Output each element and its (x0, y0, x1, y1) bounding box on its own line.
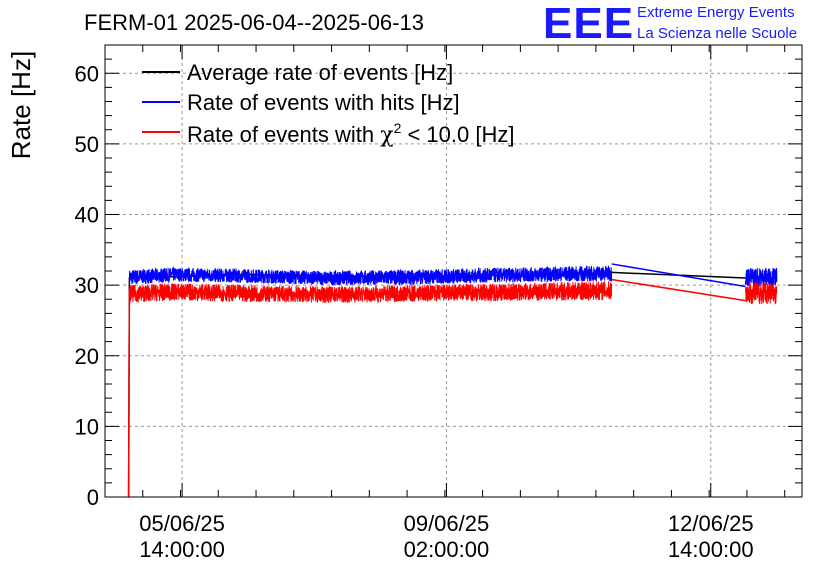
x-tick-label-date: 12/06/25 (668, 511, 754, 536)
ticks (104, 44, 802, 498)
logo-subtitle-2: La Scienza nelle Scuole (637, 25, 798, 42)
x-tick-label-time: 14:00:00 (139, 537, 225, 562)
y-tick-label: 40 (75, 203, 99, 228)
tick-labels: 010203040506005/06/2514:00:0009/06/2502:… (75, 61, 754, 562)
series-start-ramp (127, 292, 131, 498)
y-tick-label: 50 (75, 132, 99, 157)
series-chi2-line-gap-segment (611, 278, 746, 302)
y-tick-label: 0 (87, 485, 99, 510)
y-tick-label: 10 (75, 414, 99, 439)
y-tick-label: 20 (75, 344, 99, 369)
chart-title: FERM-01 2025-06-04--2025-06-13 (84, 10, 424, 35)
x-tick-label-date: 09/06/25 (404, 511, 490, 536)
x-tick-label-date: 05/06/25 (139, 511, 225, 536)
y-axis-label: Rate [Hz] (6, 51, 36, 159)
series-hits-line-gap-segment (611, 263, 746, 288)
logo-subtitle-1: Extreme Energy Events (637, 4, 795, 21)
x-tick-label-time: 14:00:00 (668, 537, 754, 562)
eee-logo: EEE (543, 0, 635, 48)
y-tick-label: 60 (75, 61, 99, 86)
series-layer (127, 263, 778, 498)
series-chi2-line (128, 281, 778, 305)
legend-label-chi2: Rate of events with χ2 < 10.0 [Hz] (187, 120, 514, 148)
y-tick-label: 30 (75, 273, 99, 298)
grid-lines (105, 45, 802, 497)
legend-label-hits: Rate of events with hits [Hz] (187, 90, 460, 115)
legend-label-average: Average rate of events [Hz] (187, 60, 453, 85)
series-average-line (127, 271, 777, 498)
legend: Average rate of events [Hz] Rate of even… (142, 60, 514, 148)
x-tick-label-time: 02:00:00 (404, 537, 490, 562)
